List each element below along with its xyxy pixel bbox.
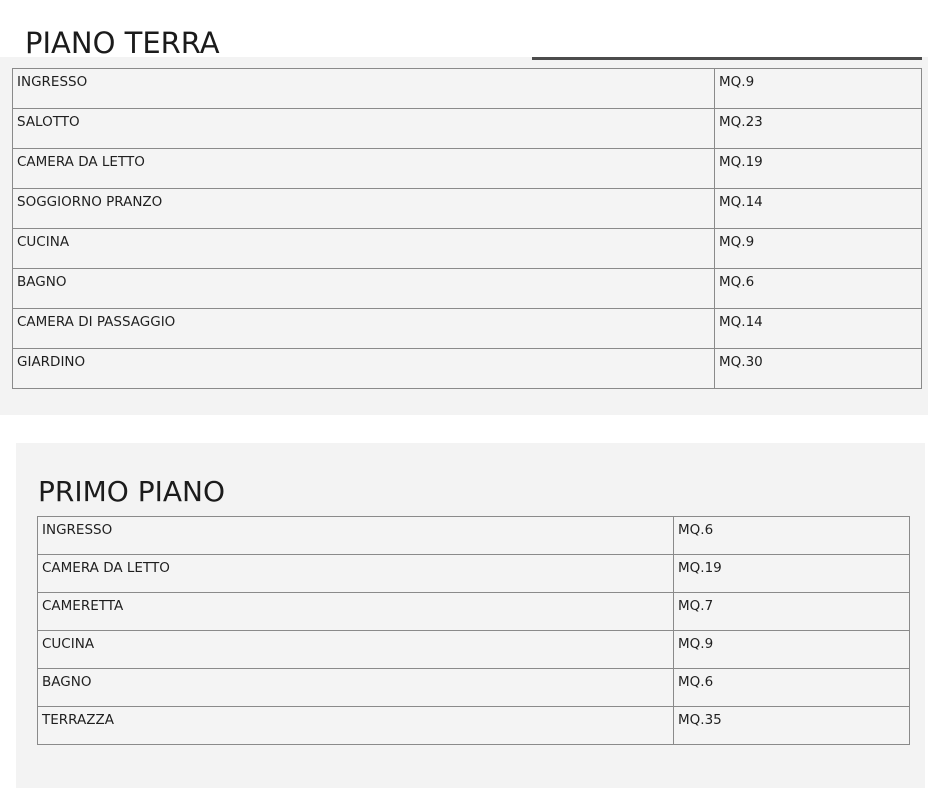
room-area-cell: MQ.9: [714, 228, 922, 269]
room-name-cell: SALOTTO: [12, 108, 715, 149]
room-row: SOGGIORNO PRANZO MQ.14: [12, 188, 922, 229]
room-name-cell: CAMERA DA LETTO: [37, 554, 674, 593]
room-area-cell: MQ.23: [714, 108, 922, 149]
room-area-cell: MQ.9: [673, 630, 910, 669]
room-row: BAGNO MQ.6: [37, 668, 910, 707]
room-row: TERRAZZA MQ.35: [37, 706, 910, 745]
room-name-cell: CAMERETTA: [37, 592, 674, 631]
first-floor-title: PRIMO PIANO: [38, 474, 225, 508]
room-row: SALOTTO MQ.23: [12, 108, 922, 149]
room-row: GIARDINO MQ.30: [12, 348, 922, 389]
room-row: BAGNO MQ.6: [12, 268, 922, 309]
cropped-element-edge-line: [532, 57, 922, 60]
room-name-cell: SOGGIORNO PRANZO: [12, 188, 715, 229]
room-name-cell: GIARDINO: [12, 348, 715, 389]
ground-floor-title: PIANO TERRA: [25, 26, 220, 61]
room-name-cell: TERRAZZA: [37, 706, 674, 745]
room-name-cell: CUCINA: [12, 228, 715, 269]
room-area-cell: MQ.14: [714, 308, 922, 349]
room-name-cell: CAMERA DA LETTO: [12, 148, 715, 189]
room-area-cell: MQ.9: [714, 68, 922, 109]
room-area-cell: MQ.19: [673, 554, 910, 593]
room-row: CUCINA MQ.9: [37, 630, 910, 669]
room-row: CUCINA MQ.9: [12, 228, 922, 269]
room-name-cell: CAMERA DI PASSAGGIO: [12, 308, 715, 349]
room-name-cell: INGRESSO: [12, 68, 715, 109]
room-name-cell: BAGNO: [37, 668, 674, 707]
room-name-cell: CUCINA: [37, 630, 674, 669]
room-area-cell: MQ.7: [673, 592, 910, 631]
first-floor-rooms-table: INGRESSO MQ.6 CAMERA DA LETTO MQ.19 CAME…: [37, 516, 910, 745]
room-name-cell: INGRESSO: [37, 516, 674, 555]
room-area-cell: MQ.6: [673, 668, 910, 707]
room-row: INGRESSO MQ.6: [37, 516, 910, 555]
room-row: CAMERA DA LETTO MQ.19: [37, 554, 910, 593]
room-area-cell: MQ.6: [714, 268, 922, 309]
room-area-cell: MQ.14: [714, 188, 922, 229]
room-area-cell: MQ.6: [673, 516, 910, 555]
room-row: INGRESSO MQ.9: [12, 68, 922, 109]
room-row: CAMERA DA LETTO MQ.19: [12, 148, 922, 189]
room-area-cell: MQ.19: [714, 148, 922, 189]
room-row: CAMERA DI PASSAGGIO MQ.14: [12, 308, 922, 349]
room-name-cell: BAGNO: [12, 268, 715, 309]
room-area-cell: MQ.30: [714, 348, 922, 389]
ground-floor-rooms-table: INGRESSO MQ.9 SALOTTO MQ.23 CAMERA DA LE…: [12, 68, 922, 389]
room-row: CAMERETTA MQ.7: [37, 592, 910, 631]
room-area-cell: MQ.35: [673, 706, 910, 745]
